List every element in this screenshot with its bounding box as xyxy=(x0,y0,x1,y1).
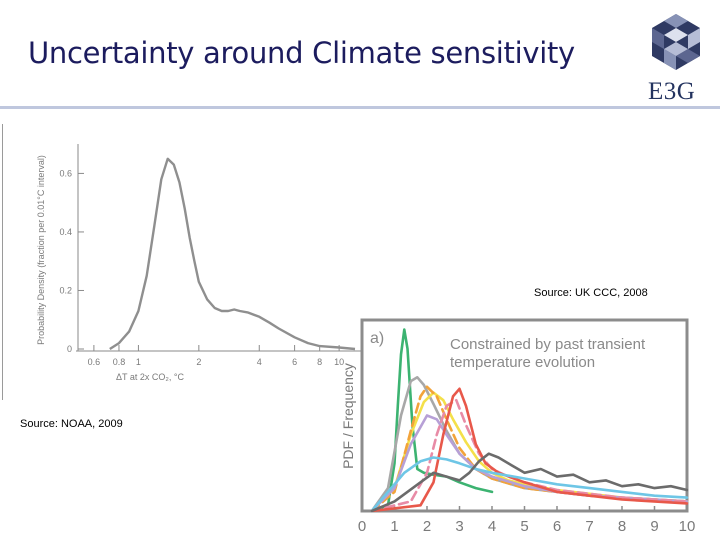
x-tick-label: 5 xyxy=(520,518,528,535)
chart-title-line2: temperature evolution xyxy=(450,354,595,371)
x-tick-label: 7 xyxy=(585,518,593,535)
slide-title: Uncertainty around Climate sensitivity xyxy=(28,36,575,70)
e3g-logo-icon xyxy=(652,14,700,70)
x-tick-label: 9 xyxy=(650,518,658,535)
y-axis-label: Probability Density (fraction per 0.01°C… xyxy=(36,155,46,345)
x-tick-label: 4 xyxy=(488,518,496,535)
x-tick-label: 2 xyxy=(423,518,431,535)
climate-sensitivity-pdf-chart: 0 0.2 0.4 0.6 0.6 0.8 1 2 4 6 8 10 Probability Densi… xyxy=(36,144,362,382)
logo-text: E3G xyxy=(648,78,696,105)
series-line-red xyxy=(370,387,689,513)
x-tick-label: 10 xyxy=(334,357,344,367)
x-tick-label: 3 xyxy=(455,518,463,535)
series-line-cyan xyxy=(370,456,689,513)
chart-title-line1: Constrained by past transient xyxy=(450,336,646,353)
y-tick-label: 0 xyxy=(67,344,72,354)
y-axis-label: PDF / Frequency xyxy=(340,363,356,469)
source-ukccc: Source: UK CCC, 2008 xyxy=(534,287,648,299)
x-tick-label: 1 xyxy=(136,357,141,367)
y-tick-label: 0.6 xyxy=(59,168,72,178)
title-divider xyxy=(0,106,720,109)
panel-label: a) xyxy=(370,330,384,347)
y-tick-label: 0.4 xyxy=(59,227,72,237)
chart-left-frame xyxy=(2,124,3,400)
x-tick-label: 10 xyxy=(679,518,696,535)
pdf-curve xyxy=(109,157,356,351)
x-tick-label: 0.6 xyxy=(88,357,101,367)
x-tick-label: 1 xyxy=(390,518,398,535)
source-noaa: Source: NOAA, 2009 xyxy=(20,418,123,430)
transient-constrained-pdf-chart: 0 1 2 3 4 5 6 7 8 9 10 PDF / Frequency a) Constrained… xyxy=(340,318,696,535)
x-axis-label: ΔT at 2x CO₂, °C xyxy=(116,372,184,382)
series-line-dark-gray xyxy=(370,452,689,513)
x-tick-label: 6 xyxy=(553,518,561,535)
x-tick-label: 8 xyxy=(317,357,322,367)
x-tick-label: 0.8 xyxy=(113,357,126,367)
x-tick-label: 2 xyxy=(196,357,201,367)
x-tick-label: 4 xyxy=(257,357,262,367)
series-line-pink-dashed xyxy=(370,398,689,513)
x-tick-label: 8 xyxy=(618,518,626,535)
y-tick-label: 0.2 xyxy=(59,285,72,295)
x-tick-label: 6 xyxy=(292,357,297,367)
x-tick-label: 0 xyxy=(358,518,366,535)
